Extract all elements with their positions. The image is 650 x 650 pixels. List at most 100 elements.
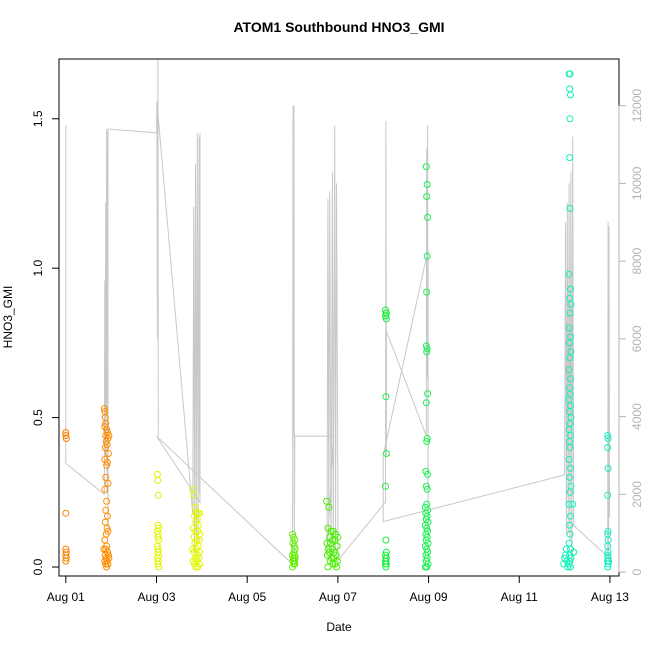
data-point (569, 500, 577, 508)
x-tick-label: Aug 01 (47, 590, 85, 604)
data-point (333, 542, 341, 550)
data-point (564, 563, 572, 571)
x-tick-label: Aug 09 (410, 590, 448, 604)
data-point (566, 488, 574, 496)
data-point (566, 354, 574, 362)
data-point (604, 432, 612, 439)
data-point (154, 560, 162, 568)
data-point (566, 70, 574, 78)
data-point (382, 450, 390, 457)
data-point (567, 91, 574, 99)
x-tick-label: Aug 03 (137, 590, 175, 604)
data-point (566, 309, 574, 317)
data-point (424, 390, 432, 398)
data-point (192, 563, 200, 571)
data-point (323, 497, 330, 505)
data-point (382, 563, 390, 571)
data-point (423, 288, 431, 296)
data-point (567, 512, 574, 520)
data-point (325, 503, 333, 511)
data-point (153, 470, 161, 478)
data-point (103, 563, 111, 571)
data-point (567, 464, 574, 472)
data-point (604, 464, 612, 472)
y2-tick-label: 8000 (630, 247, 644, 274)
data-point (424, 470, 432, 478)
data-point (62, 554, 70, 562)
data-point (333, 563, 340, 571)
data-point (62, 432, 70, 439)
data-point (423, 252, 431, 260)
data-point (567, 563, 574, 571)
y2-tick-label: 0 (630, 568, 644, 575)
data-point (105, 432, 113, 439)
data-point (604, 527, 612, 535)
data-point (289, 563, 296, 571)
data-point (565, 324, 573, 332)
data-point (423, 563, 431, 571)
data-point (565, 270, 573, 278)
y-tick-label: 1.5 (31, 110, 45, 127)
data-point (154, 533, 162, 541)
data-point (423, 435, 431, 442)
data-point (567, 375, 574, 383)
data-point (566, 521, 574, 529)
data-point (423, 348, 431, 356)
data-point (190, 491, 198, 499)
data-point (382, 315, 390, 323)
data-point (324, 563, 332, 571)
x-tick-label: Aug 05 (228, 590, 266, 604)
altitude-line (65, 58, 610, 566)
data-point (103, 497, 111, 505)
data-point (194, 563, 202, 571)
y2-tick-label: 6000 (630, 325, 644, 352)
data-point (566, 204, 574, 212)
data-point (424, 213, 432, 221)
data-point (104, 450, 112, 457)
data-point (104, 479, 112, 487)
data-point (604, 435, 612, 442)
y2-tick-label: 2000 (630, 481, 644, 508)
data-point (423, 438, 431, 445)
data-point (100, 405, 108, 413)
data-point (423, 181, 431, 188)
data-point (422, 399, 430, 407)
y-tick-label: 0.0 (31, 558, 45, 575)
x-tick-label: Aug 13 (591, 590, 629, 604)
chart-title: ATOM1 Southbound HNO3_GMI (233, 19, 444, 35)
y-axis-left: 0.0 0.5 1.0 1.5 (31, 110, 60, 575)
data-point (196, 509, 204, 517)
data-points (62, 70, 613, 571)
data-point (566, 115, 574, 123)
data-point (604, 491, 612, 499)
data-point (422, 482, 430, 490)
y2-tick-label: 12000 (630, 89, 644, 123)
plot-box (58, 58, 620, 577)
y-tick-label: 0.5 (31, 409, 45, 426)
y2-tick-label: 4000 (630, 403, 644, 430)
altitude-layer (65, 58, 610, 566)
data-point (101, 444, 109, 451)
x-tick-label: Aug 07 (319, 590, 357, 604)
data-point (382, 560, 389, 568)
data-point (567, 300, 575, 308)
data-point (423, 485, 431, 493)
data-point (605, 557, 613, 565)
data-point (562, 545, 570, 553)
data-point (101, 536, 109, 544)
data-point (103, 461, 111, 469)
data-point (154, 491, 162, 499)
data-point (565, 456, 573, 463)
y-axis-right: 0 2000 4000 6000 8000 10000 12000 (618, 89, 644, 575)
data-point (101, 518, 109, 526)
data-point (566, 85, 574, 93)
data-point (382, 393, 390, 401)
data-point (104, 458, 111, 466)
data-point (62, 435, 70, 442)
data-point (102, 473, 110, 481)
data-point (570, 548, 578, 556)
data-point (566, 444, 574, 451)
x-tick-label: Aug 11 (501, 590, 538, 604)
data-point (102, 560, 110, 568)
data-point (566, 154, 574, 162)
